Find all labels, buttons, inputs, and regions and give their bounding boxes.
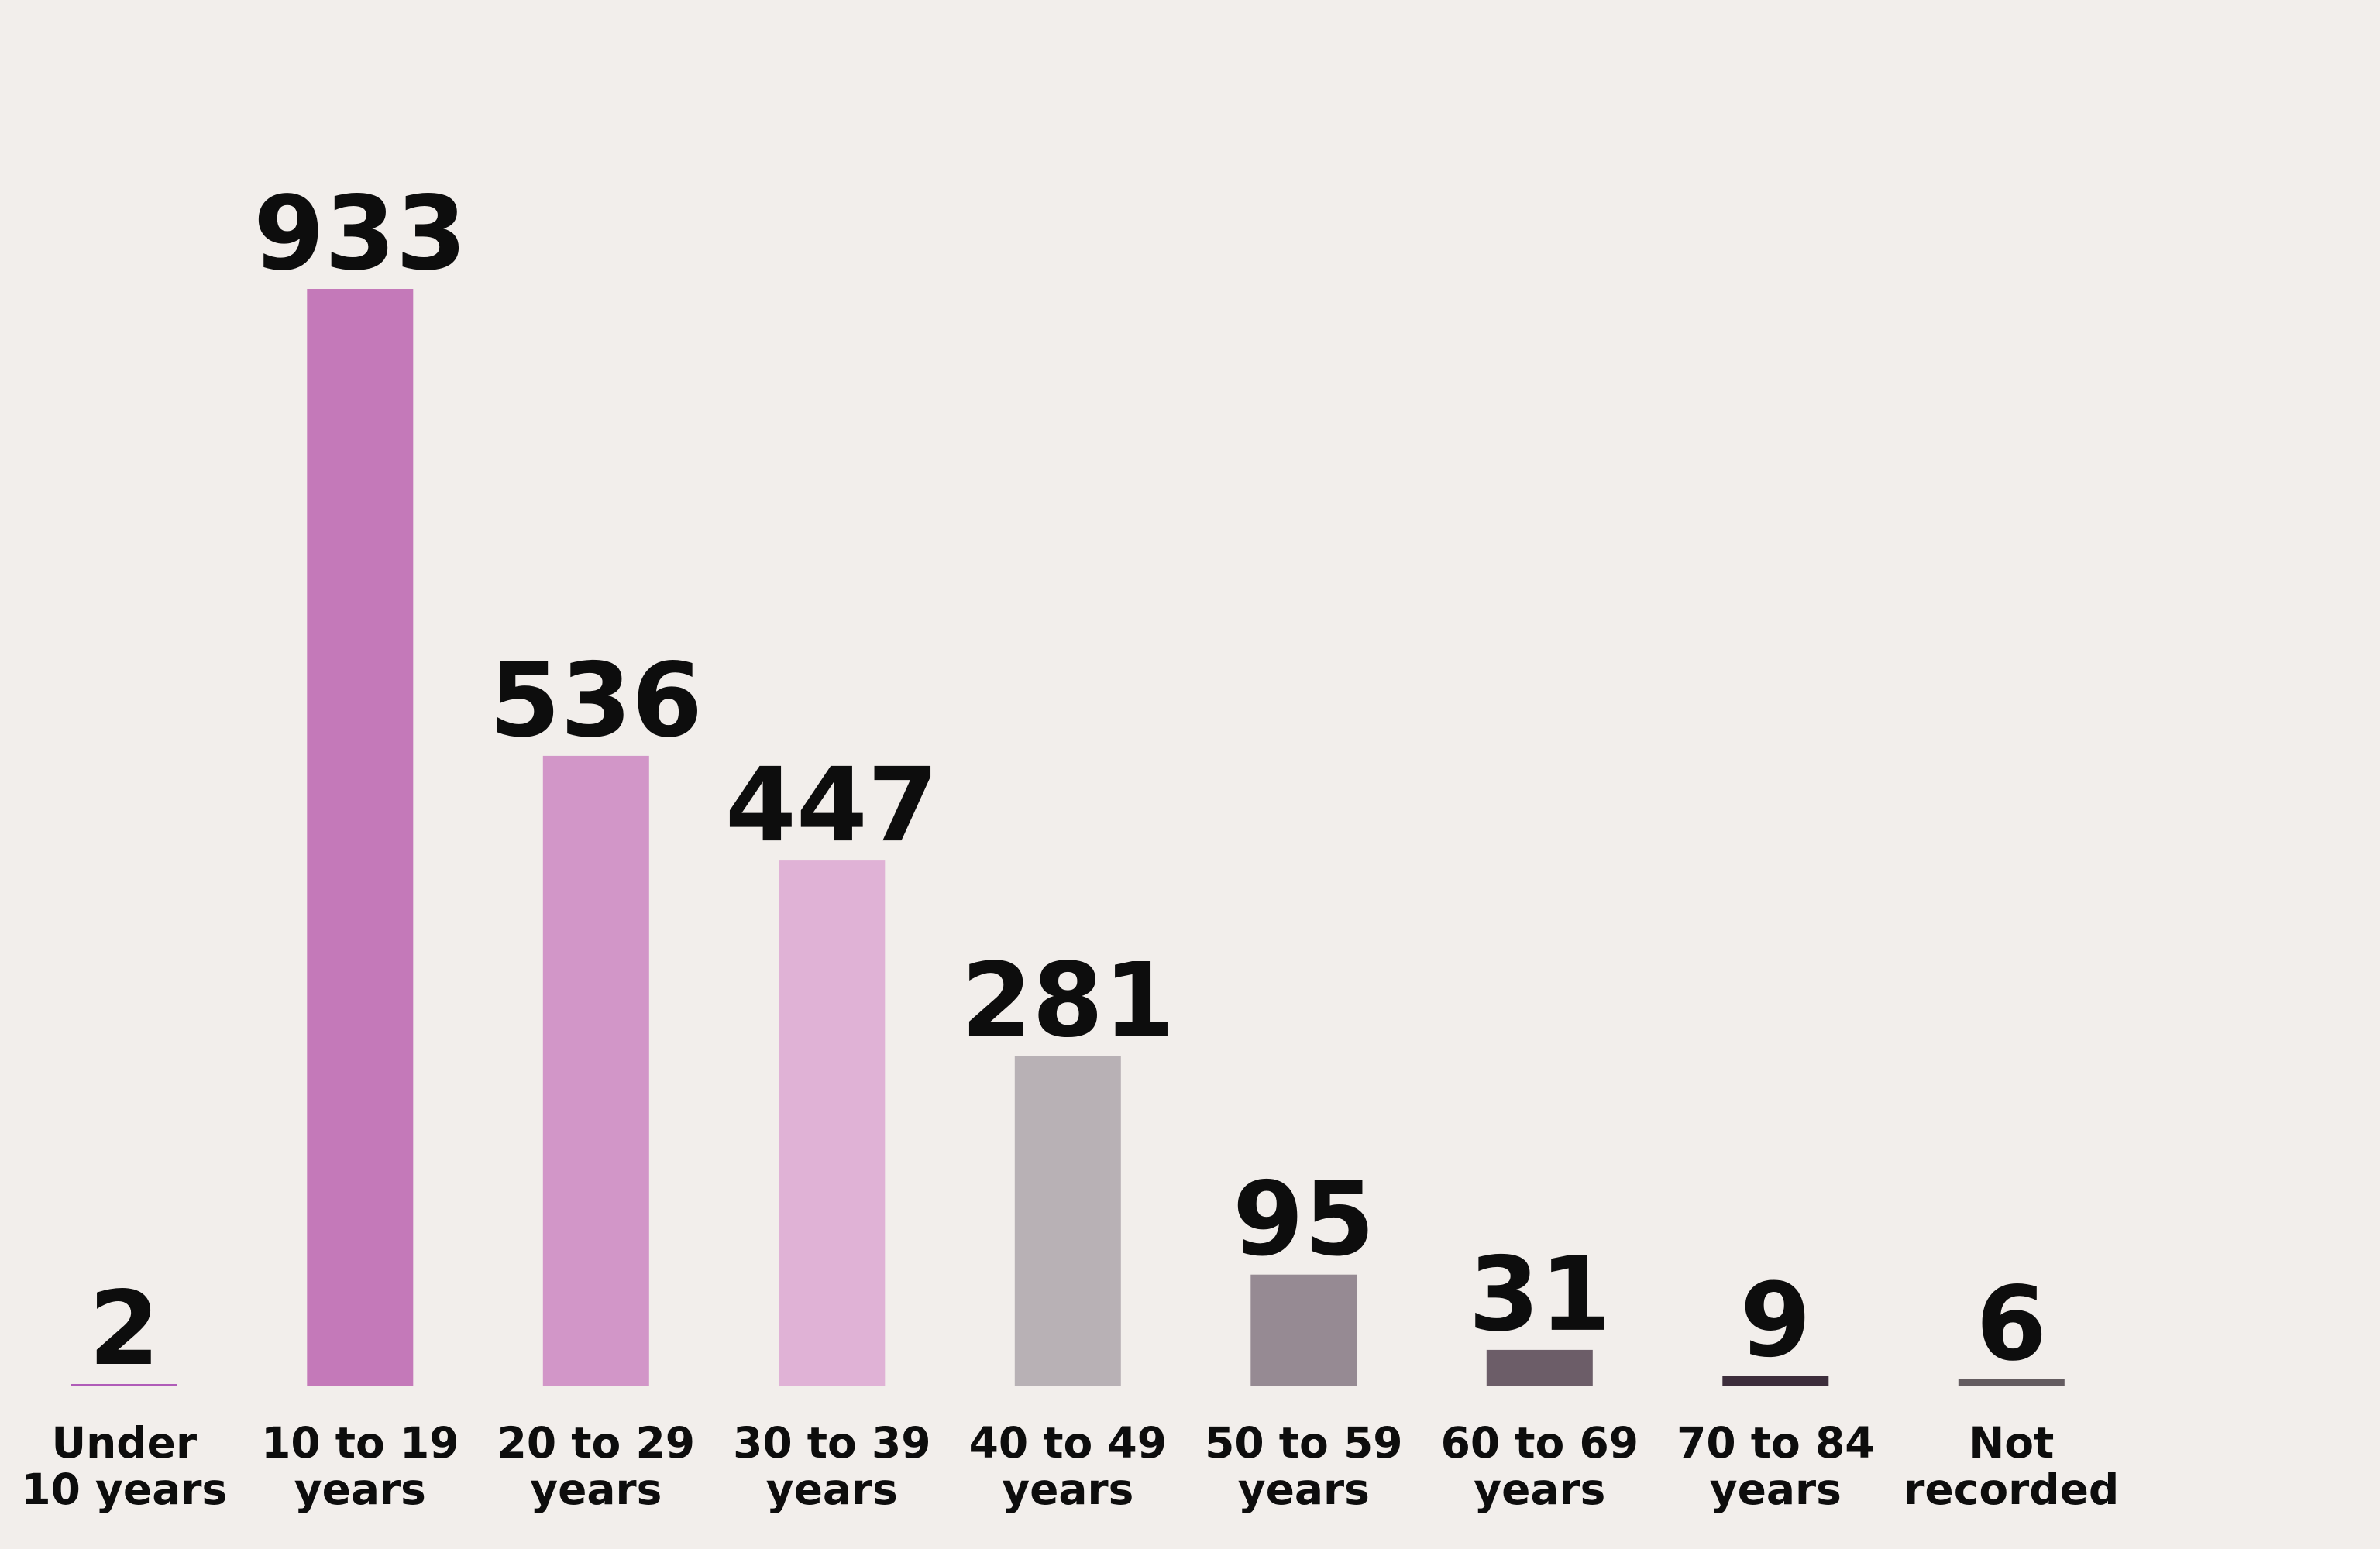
value-label-6: 31 bbox=[1468, 1235, 1611, 1355]
value-label-0: 2 bbox=[88, 1269, 160, 1389]
bar-5 bbox=[1250, 1274, 1357, 1386]
bar-3 bbox=[779, 860, 886, 1386]
value-label-2: 536 bbox=[490, 641, 703, 761]
value-label-1: 933 bbox=[253, 174, 467, 294]
category-label-7-line-1: years bbox=[1710, 1465, 1842, 1514]
category-label-0-line-1: 10 years bbox=[21, 1465, 227, 1514]
bar-6 bbox=[1486, 1349, 1593, 1386]
category-label-2-line-1: years bbox=[530, 1465, 662, 1514]
category-label-3-line-0: 30 to 39 bbox=[733, 1418, 930, 1468]
category-label-3-line-1: years bbox=[766, 1465, 898, 1514]
category-label-6-line-0: 60 to 69 bbox=[1441, 1418, 1639, 1468]
category-label-1-line-1: years bbox=[294, 1465, 426, 1514]
bar-2 bbox=[542, 755, 649, 1386]
category-label-5-line-1: years bbox=[1238, 1465, 1370, 1514]
category-label-4-line-0: 40 to 49 bbox=[969, 1418, 1167, 1468]
bar-4 bbox=[1014, 1056, 1121, 1386]
category-label-6-line-1: years bbox=[1474, 1465, 1605, 1514]
category-label-7-line-0: 70 to 84 bbox=[1677, 1418, 1874, 1468]
bar-8 bbox=[1958, 1379, 2065, 1386]
category-label-4-line-1: years bbox=[1002, 1465, 1133, 1514]
category-label-0-line-0: Under bbox=[51, 1418, 197, 1468]
bar-1 bbox=[307, 289, 414, 1386]
category-label-8-line-0: Not bbox=[1969, 1418, 2054, 1468]
value-label-4: 281 bbox=[961, 941, 1175, 1060]
category-label-2-line-0: 20 to 29 bbox=[497, 1418, 695, 1468]
value-label-7: 9 bbox=[1740, 1261, 1811, 1380]
value-label-8: 6 bbox=[1976, 1265, 2047, 1384]
value-label-3: 447 bbox=[725, 746, 939, 865]
bar-7 bbox=[1722, 1376, 1829, 1386]
bar-0 bbox=[71, 1384, 177, 1386]
category-label-1-line-0: 10 to 19 bbox=[261, 1418, 459, 1468]
category-label-5-line-0: 50 to 59 bbox=[1205, 1418, 1402, 1468]
category-label-8-line-1: recorded bbox=[1904, 1465, 2119, 1514]
value-label-5: 95 bbox=[1233, 1160, 1375, 1279]
